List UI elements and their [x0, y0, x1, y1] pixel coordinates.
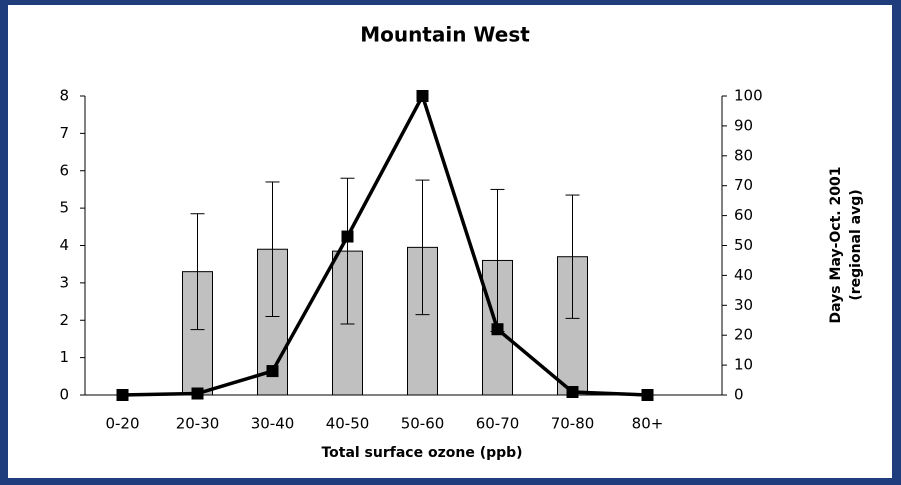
x-tick-label: 70-80	[551, 415, 595, 433]
x-tick-label: 60-70	[476, 415, 520, 433]
x-tick-label: 30-40	[251, 415, 295, 433]
y2-tick-label: 0	[734, 386, 744, 404]
chart-area	[8, 5, 892, 478]
y-tick-label: 8	[59, 87, 69, 105]
y-tick-label: 5	[59, 199, 69, 217]
y-tick-label: 6	[59, 161, 69, 179]
y2-tick-label: 90	[734, 116, 753, 134]
y2-tick-label: 70	[734, 176, 753, 194]
y2-tick-label: 100	[734, 87, 763, 105]
y2-tick-label: 30	[734, 296, 753, 314]
x-axis-title: Total surface ozone (ppb)	[321, 445, 522, 461]
y-tick-label: 7	[59, 124, 69, 142]
x-tick-label: 50-60	[401, 415, 445, 433]
y2-tick-label: 20	[734, 326, 753, 344]
y-tick-label: 1	[59, 348, 69, 366]
line	[122, 91, 648, 397]
marker	[191, 387, 204, 400]
marker	[416, 90, 429, 102]
y2-tick-label: 80	[734, 146, 753, 164]
y2-axis-title-line: (regional avg)	[848, 189, 864, 300]
marker	[341, 230, 354, 243]
y2-axis-title: Days May-Oct. 2001 (regional avg)	[828, 167, 864, 324]
y2-tick-label: 10	[734, 356, 753, 374]
marker	[266, 365, 279, 378]
y-tick-label: 4	[59, 236, 69, 254]
y2-tick-label: 50	[734, 236, 753, 254]
y2-tick-label: 40	[734, 266, 753, 284]
marker	[566, 386, 579, 399]
y-tick-label: 3	[59, 273, 69, 291]
x-tick-label: 0-20	[105, 415, 139, 433]
y2-axis-title-line: Days May-Oct. 2001	[828, 167, 844, 324]
y2-tick-label: 60	[734, 206, 753, 224]
marker	[491, 323, 504, 336]
y-tick-label: 0	[59, 386, 69, 404]
marker	[641, 389, 654, 401]
chart-title: Mountain West	[360, 23, 530, 47]
y-tick-label: 2	[59, 311, 69, 329]
x-tick-label: 40-50	[326, 415, 370, 433]
x-tick-label: 80+	[632, 415, 664, 433]
marker	[116, 389, 129, 401]
x-tick-label: 20-30	[176, 415, 220, 433]
